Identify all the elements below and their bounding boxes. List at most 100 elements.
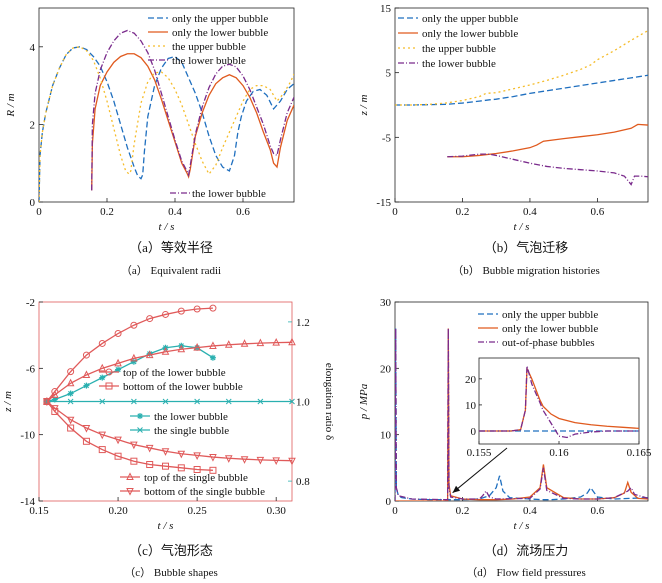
marker-c-1 xyxy=(82,437,90,445)
caption-c-cn: （c）气泡形态 xyxy=(129,543,213,558)
marker-c-2 xyxy=(209,354,216,361)
x-tick-label: 0 xyxy=(36,206,42,218)
y-tick-label: -15 xyxy=(376,197,391,209)
y-axis-title: R / m xyxy=(5,93,17,117)
inset-frame xyxy=(478,357,640,445)
marker-c-1 xyxy=(162,462,169,470)
legend-label-c-5: bottom of the single bubble xyxy=(144,486,265,498)
legend-label-b-0: only the upper bubble xyxy=(422,13,518,25)
marker-c-2 xyxy=(99,374,106,381)
series-a-0 xyxy=(39,46,294,202)
marker-c-4 xyxy=(224,340,233,348)
marker-c-5 xyxy=(114,436,122,445)
marker-c-0 xyxy=(209,304,217,312)
x-tick-label: 0.4 xyxy=(168,206,182,218)
y-axis-title: p / MPa xyxy=(358,383,370,420)
y-tick-label: 0 xyxy=(386,496,392,508)
marker-c-0 xyxy=(82,351,90,359)
caption-a-cn: （a）等效半径 xyxy=(129,240,213,255)
marker-c-5 xyxy=(256,456,265,465)
marker-c-1 xyxy=(193,465,201,473)
inset-x-tick-label: 0.16 xyxy=(549,447,569,459)
y-right-tick-label: 0.8 xyxy=(296,476,310,488)
marker-c-4 xyxy=(98,363,107,372)
x-axis-title: t / s xyxy=(159,221,175,233)
marker-c-0 xyxy=(67,368,75,376)
marker-c-0 xyxy=(193,305,201,313)
x-tick-label: 0.2 xyxy=(456,206,470,218)
legend-label-b-2: the upper bubble xyxy=(422,43,496,55)
marker-c-5 xyxy=(82,425,91,433)
marker-c-5 xyxy=(66,416,75,425)
marker-c-5 xyxy=(43,398,51,407)
marker-c-3 xyxy=(225,398,232,405)
legend-label-a-2: the upper bubble xyxy=(172,41,246,53)
legend-label-b-3: the lower bubble xyxy=(422,58,496,70)
y-tick-label: 0 xyxy=(30,197,36,209)
y-right-tick-label: 1.0 xyxy=(296,397,310,409)
legend-marker-c-3 xyxy=(137,427,143,433)
legend-label-d-0: only the upper bubble xyxy=(502,309,598,321)
annotation-lower-bubble: the lower bubble xyxy=(192,188,266,200)
marker-c-1 xyxy=(177,464,185,472)
marker-c-3 xyxy=(162,398,169,405)
x-tick-label: 0.2 xyxy=(100,206,114,218)
marker-c-0 xyxy=(114,330,122,338)
caption-a-en: （a） Equivalent radii xyxy=(120,265,222,277)
legend-label-b-1: only the lower bubble xyxy=(422,28,518,40)
x-tick-label: 0.6 xyxy=(591,505,605,517)
y-tick-label: 2 xyxy=(30,119,36,131)
legend-label-a-0: only the upper bubble xyxy=(172,13,268,25)
marker-c-5 xyxy=(145,444,154,453)
x-tick-label: 0.25 xyxy=(188,505,208,517)
caption-c-en: （c） Bubble shapes xyxy=(124,567,218,579)
x-tick-label: 0.4 xyxy=(523,206,537,218)
legend-marker-c-2 xyxy=(137,413,143,419)
marker-c-4 xyxy=(177,344,186,353)
caption-d-en: （d） Flow field pressures xyxy=(466,567,586,579)
marker-c-5 xyxy=(209,454,217,462)
legend-marker-c-1 xyxy=(105,382,113,390)
marker-c-5 xyxy=(161,448,170,456)
legend-label-d-2: out-of-phase bubbles xyxy=(502,337,595,349)
marker-c-1 xyxy=(67,424,75,432)
series-d-2 xyxy=(395,328,648,501)
marker-c-5 xyxy=(177,450,186,459)
marker-c-5 xyxy=(193,452,201,461)
legend-label-c-2: the lower bubble xyxy=(154,411,228,423)
marker-c-5 xyxy=(288,457,296,466)
marker-c-1 xyxy=(209,466,217,474)
marker-c-0 xyxy=(162,310,169,318)
x-tick-label: 0.30 xyxy=(267,505,287,517)
marker-c-5 xyxy=(272,457,280,465)
marker-c-3 xyxy=(194,398,200,405)
x-tick-label: 0.6 xyxy=(591,206,605,218)
marker-c-3 xyxy=(99,398,106,405)
series-a-3 xyxy=(91,29,294,191)
marker-c-1 xyxy=(98,446,106,454)
legend-marker-c-5 xyxy=(126,488,134,496)
marker-c-2 xyxy=(115,366,122,373)
y-right-tick-label: 1.2 xyxy=(296,317,310,329)
marker-c-2 xyxy=(51,396,58,403)
marker-c-5 xyxy=(240,456,249,464)
marker-c-1 xyxy=(146,461,154,469)
inset-y-tick-label: 10 xyxy=(465,400,477,412)
y-tick-label: 5 xyxy=(386,68,392,80)
series-a-1 xyxy=(91,53,294,191)
marker-c-5 xyxy=(98,431,107,440)
y-tick-label: -6 xyxy=(26,363,36,375)
marker-c-2 xyxy=(67,390,74,397)
marker-c-4 xyxy=(51,390,59,398)
marker-c-0 xyxy=(177,307,185,315)
marker-c-2 xyxy=(83,382,90,389)
inset-y-tick-label: 20 xyxy=(465,374,477,386)
series-b-1 xyxy=(447,123,648,158)
y-tick-label: 30 xyxy=(380,297,392,309)
marker-c-4 xyxy=(272,338,280,346)
marker-c-3 xyxy=(131,398,137,405)
x-tick-label: 0.2 xyxy=(456,505,470,517)
y-axis-title: z / m xyxy=(2,391,14,413)
caption-b-en: （b） Bubble migration histories xyxy=(452,265,600,277)
